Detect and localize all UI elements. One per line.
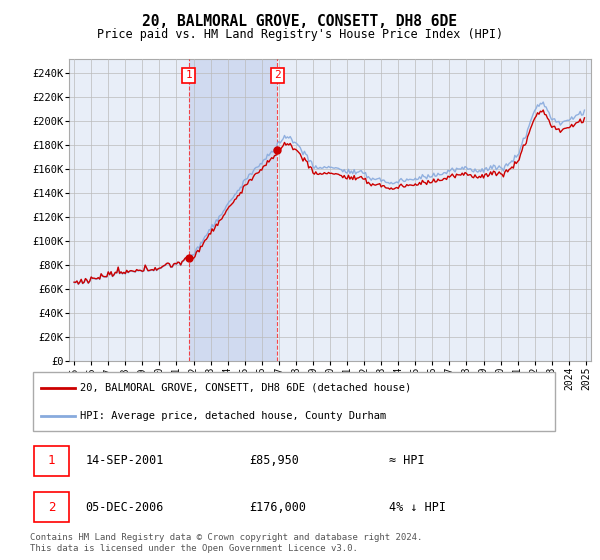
Text: 20, BALMORAL GROVE, CONSETT, DH8 6DE (detached house): 20, BALMORAL GROVE, CONSETT, DH8 6DE (de… bbox=[80, 382, 412, 393]
Text: 4% ↓ HPI: 4% ↓ HPI bbox=[389, 501, 446, 514]
Text: Contains HM Land Registry data © Crown copyright and database right 2024.
This d: Contains HM Land Registry data © Crown c… bbox=[30, 533, 422, 553]
Text: £85,950: £85,950 bbox=[249, 454, 299, 468]
FancyBboxPatch shape bbox=[34, 446, 68, 475]
Text: 2: 2 bbox=[274, 71, 281, 81]
Text: 14-SEP-2001: 14-SEP-2001 bbox=[85, 454, 164, 468]
Text: 2: 2 bbox=[47, 501, 55, 514]
Text: Price paid vs. HM Land Registry's House Price Index (HPI): Price paid vs. HM Land Registry's House … bbox=[97, 28, 503, 41]
Text: 20, BALMORAL GROVE, CONSETT, DH8 6DE: 20, BALMORAL GROVE, CONSETT, DH8 6DE bbox=[143, 14, 458, 29]
Text: £176,000: £176,000 bbox=[249, 501, 306, 514]
FancyBboxPatch shape bbox=[32, 372, 555, 431]
Text: ≈ HPI: ≈ HPI bbox=[389, 454, 425, 468]
Text: 1: 1 bbox=[185, 71, 192, 81]
FancyBboxPatch shape bbox=[34, 492, 68, 522]
Text: HPI: Average price, detached house, County Durham: HPI: Average price, detached house, Coun… bbox=[80, 411, 386, 421]
Text: 1: 1 bbox=[47, 454, 55, 468]
Text: 05-DEC-2006: 05-DEC-2006 bbox=[85, 501, 164, 514]
Bar bbox=[188, 59, 277, 361]
